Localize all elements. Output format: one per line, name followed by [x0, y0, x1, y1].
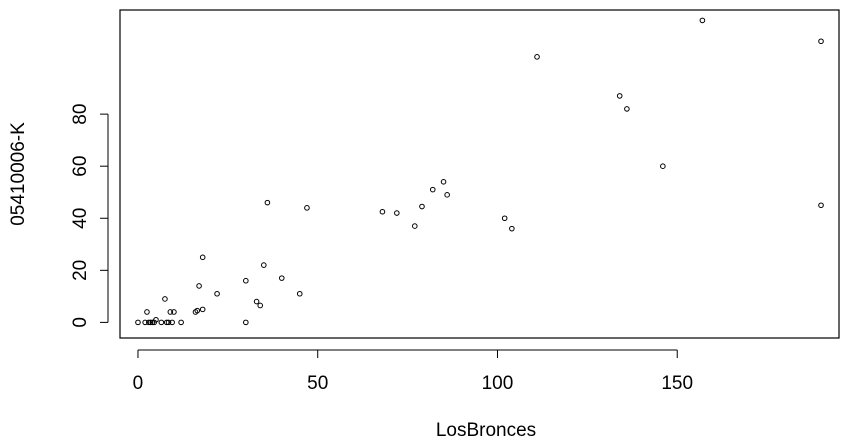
data-point [253, 298, 260, 305]
data-point [163, 319, 170, 326]
data-point [149, 319, 156, 326]
data-point [199, 306, 206, 313]
y-tick-label: 40 [70, 208, 91, 229]
data-point [278, 275, 285, 281]
data-point [818, 38, 824, 45]
data-point [144, 309, 150, 315]
data-point [440, 179, 447, 185]
x-tick-label: 100 [482, 373, 514, 394]
data-point [429, 186, 436, 193]
y-tick-label: 20 [70, 260, 91, 281]
y-tick-label: 80 [70, 104, 91, 125]
data-point [261, 262, 267, 268]
x-tick-label: 150 [661, 373, 693, 394]
data-point [167, 309, 174, 315]
data-point [394, 210, 400, 216]
y-axis-label: 05410006-K [8, 122, 29, 226]
x-tick-label: 50 [307, 373, 328, 394]
data-point [699, 17, 706, 24]
data-point [135, 319, 141, 326]
plot-frame [119, 9, 840, 339]
data-point [147, 319, 154, 326]
data-point [660, 163, 666, 169]
data-point [534, 54, 540, 60]
data-point [243, 277, 249, 284]
data-point [501, 215, 508, 222]
data-point [194, 307, 201, 314]
data-point [379, 208, 386, 215]
data-point [616, 93, 623, 99]
data-point [411, 223, 418, 229]
data-point [304, 205, 310, 211]
data-point [171, 309, 177, 315]
data-point [158, 319, 165, 326]
data-point [153, 316, 159, 323]
data-point [257, 302, 264, 309]
data-point [145, 319, 152, 326]
y-tick-label: 0 [70, 317, 91, 328]
data-point [624, 106, 630, 112]
data-points [135, 17, 824, 326]
data-point [196, 283, 202, 289]
x-tick-label: 0 [133, 373, 144, 394]
data-point [142, 319, 148, 326]
data-point [214, 290, 220, 297]
data-point [169, 319, 175, 326]
data-point [444, 192, 450, 198]
data-point [419, 203, 425, 210]
data-point [818, 202, 824, 209]
data-point [199, 254, 206, 261]
x-axis: 0 50 100 150 [133, 349, 693, 394]
data-point [264, 199, 271, 206]
y-axis: 0 20 40 60 80 [70, 104, 109, 328]
x-axis-label: LosBronces [436, 420, 536, 441]
data-point [162, 296, 168, 302]
data-point [296, 290, 303, 297]
data-point [165, 319, 172, 326]
data-point [509, 225, 515, 232]
data-point [178, 319, 184, 326]
data-point [243, 319, 249, 326]
y-tick-label: 60 [70, 156, 91, 177]
